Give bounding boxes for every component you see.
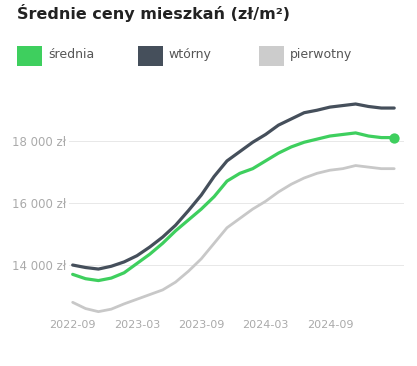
Text: wtórny: wtórny	[169, 48, 212, 61]
Point	[391, 135, 397, 141]
Text: pierwotny: pierwotny	[290, 48, 352, 61]
Text: Średnie ceny mieszkań (zł/m²): Średnie ceny mieszkań (zł/m²)	[17, 4, 290, 22]
Text: średnia: średnia	[48, 48, 94, 61]
